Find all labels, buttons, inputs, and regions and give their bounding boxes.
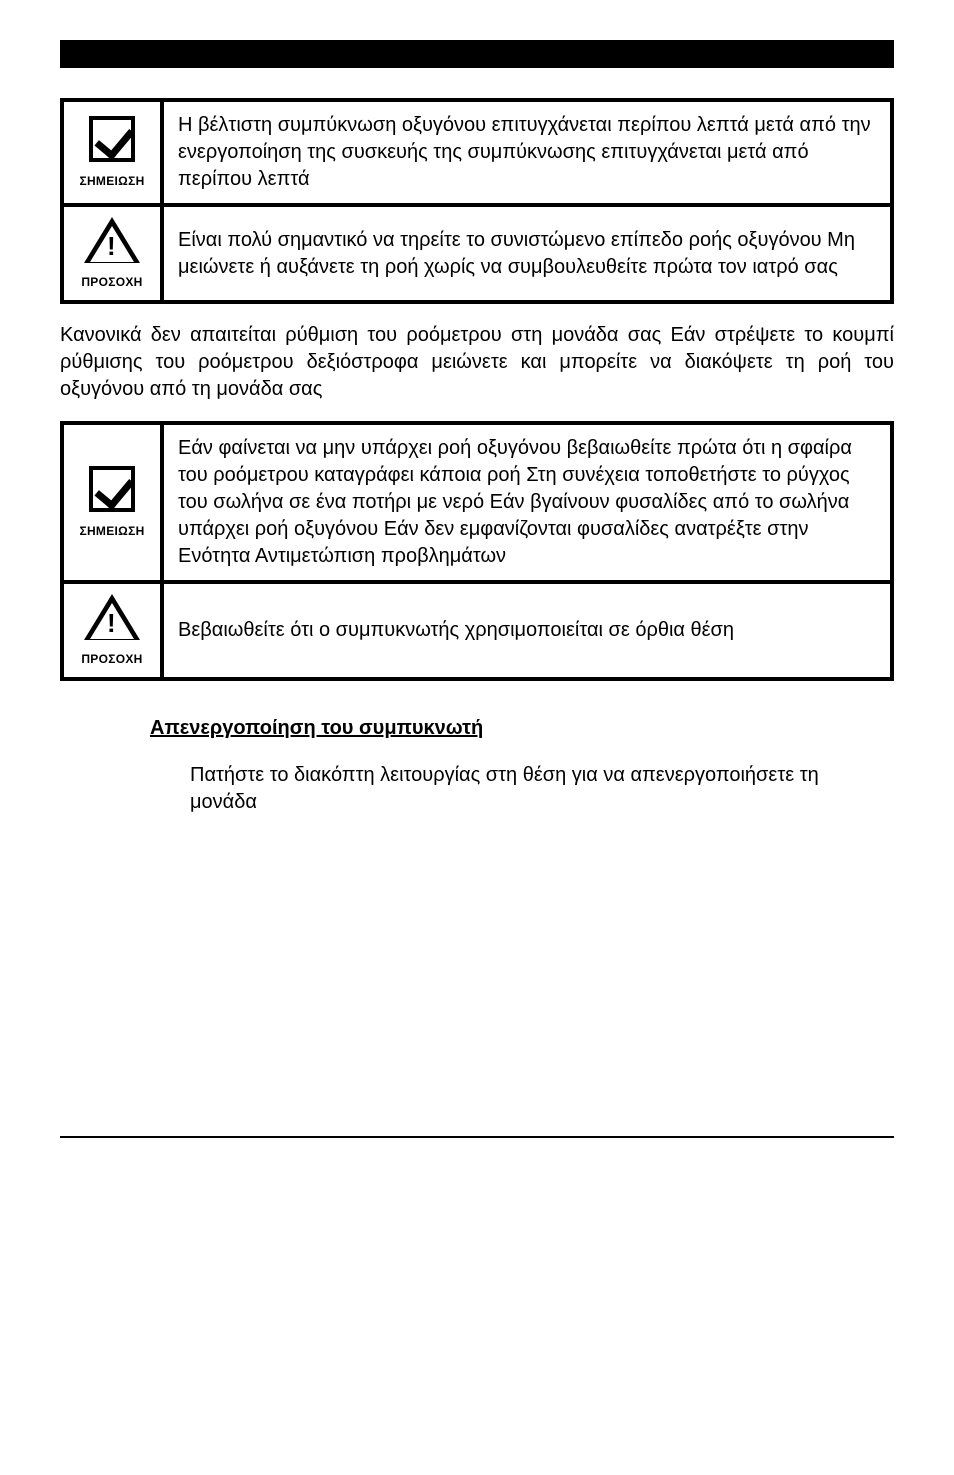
- note-label: ΣΗΜΕΙΩΣΗ: [78, 173, 146, 189]
- caution-text: Είναι πολύ σημαντικό να τηρείτε το συνισ…: [162, 205, 892, 302]
- note-label-2: ΣΗΜΕΙΩΣΗ: [78, 523, 146, 539]
- checkmark-icon: [89, 466, 135, 512]
- caution-icon-cell: ΠΡΟΣΟΧΗ: [62, 205, 162, 302]
- note-icon-cell-2: ΣΗΜΕΙΩΣΗ: [62, 423, 162, 582]
- header-black-bar: [60, 40, 894, 68]
- callout-box-2: ΣΗΜΕΙΩΣΗ Εάν φαίνεται να μην υπάρχει ροή…: [60, 421, 894, 681]
- note-text-2: Εάν φαίνεται να μην υπάρχει ροή οξυγόνου…: [162, 423, 892, 582]
- footer-rule: [60, 1136, 894, 1138]
- checkmark-icon: [89, 116, 135, 162]
- caution-icon-cell-2: ΠΡΟΣΟΧΗ: [62, 582, 162, 679]
- caution-label: ΠΡΟΣΟΧΗ: [78, 274, 146, 290]
- body-paragraph-1: Κανονικά δεν απαιτείται ρύθμιση του ροόμ…: [60, 322, 894, 403]
- callout-box-1: ΣΗΜΕΙΩΣΗ Η βέλτιστη συμπύκνωση οξυγόνου …: [60, 98, 894, 304]
- step-text: Πατήστε το διακόπτη λειτουργίας στη θέση…: [60, 762, 894, 816]
- note-text: Η βέλτιστη συμπύκνωση οξυγόνου επιτυγχάν…: [162, 100, 892, 205]
- caution-text-2: Βεβαιωθείτε ότι ο συμπυκνωτής χρησιμοποι…: [162, 582, 892, 679]
- warning-triangle-icon: [84, 594, 140, 640]
- warning-triangle-icon: [84, 217, 140, 263]
- caution-label-2: ΠΡΟΣΟΧΗ: [78, 651, 146, 667]
- note-icon-cell: ΣΗΜΕΙΩΣΗ: [62, 100, 162, 205]
- section-heading: Απενεργοποίηση του συμπυκνωτή: [60, 715, 894, 742]
